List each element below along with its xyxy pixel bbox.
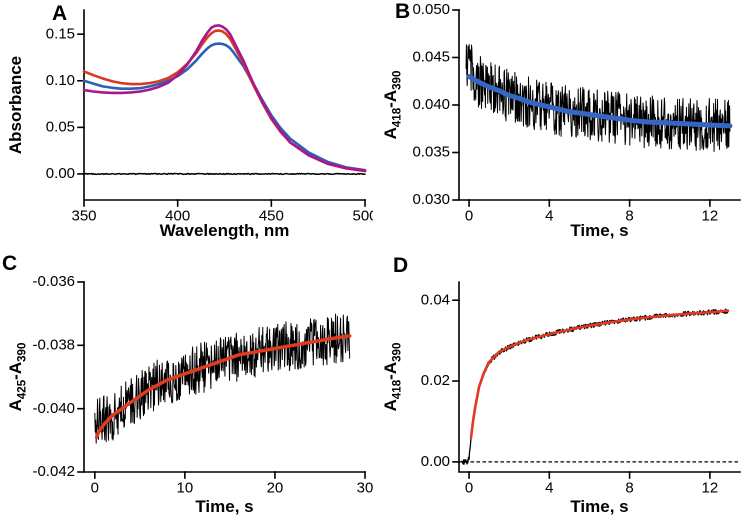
panel-b: B A418-A390 Time, s bbox=[377, 0, 750, 250]
panel-a: A Absorbance Wavelength, nm bbox=[2, 0, 375, 250]
panel-letter-b: B bbox=[395, 0, 411, 23]
plot-canvas-d bbox=[403, 272, 748, 502]
x-axis-label-b: Time, s bbox=[570, 221, 629, 240]
x-axis-label-c: Time, s bbox=[195, 497, 254, 516]
panel-letter-d: D bbox=[393, 254, 409, 277]
x-axis-label-a: Wavelength, nm bbox=[159, 221, 290, 240]
panel-letter-c: C bbox=[2, 252, 18, 275]
panel-c: C A425-A390 Time, s bbox=[2, 252, 375, 528]
y-axis-label-b: A418-A390 bbox=[381, 70, 404, 140]
x-axis-label-d: Time, s bbox=[570, 497, 629, 516]
y-axis-label-d: A418-A390 bbox=[381, 342, 404, 412]
plot-canvas-b bbox=[403, 0, 748, 230]
y-axis-label-a: Absorbance bbox=[6, 55, 25, 155]
panel-d: D A418-A390 Time, s bbox=[377, 252, 750, 528]
panel-letter-a: A bbox=[52, 2, 68, 25]
plot-canvas-a bbox=[28, 0, 373, 230]
y-axis-label-c: A425-A390 bbox=[6, 342, 29, 412]
plot-canvas-c bbox=[28, 272, 373, 502]
